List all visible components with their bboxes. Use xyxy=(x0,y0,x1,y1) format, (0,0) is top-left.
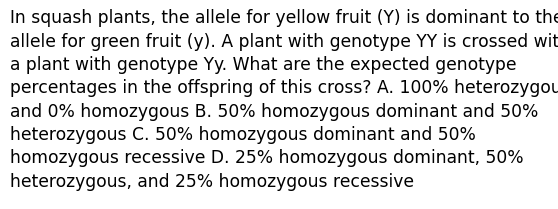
Text: In squash plants, the allele for yellow fruit (Y) is dominant to the
allele for : In squash plants, the allele for yellow … xyxy=(10,9,558,191)
